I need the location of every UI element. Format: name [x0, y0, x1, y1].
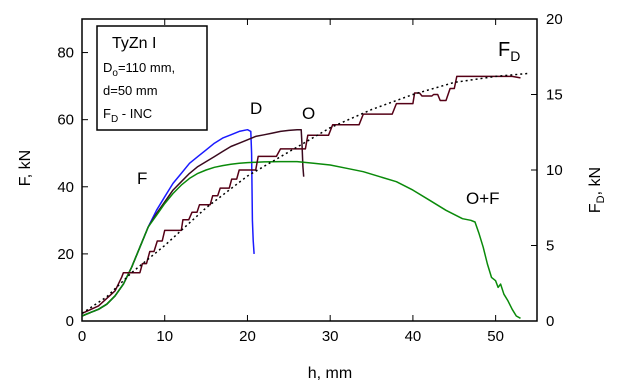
- legend-line-4-rest: - INC: [118, 106, 152, 121]
- svg-text:FD, kN: FD, kN: [587, 167, 607, 213]
- legend-line-2: Do=110 mm,: [103, 60, 175, 79]
- y-tick-label-right: 10: [546, 162, 563, 179]
- legend-box: TyZn I Do=110 mm, d=50 mm FD - INC: [96, 25, 208, 131]
- y-tick-label-left: 80: [57, 45, 74, 62]
- y-axis-label-left: F, kN: [17, 150, 34, 186]
- y-tick-label-right: 15: [546, 87, 563, 104]
- annotation-O-plus-F: O+F: [466, 189, 500, 208]
- annotation-O: O: [302, 104, 315, 123]
- series-line-o: [81, 128, 305, 317]
- y-axis-label-right-unit: , kN: [587, 167, 604, 195]
- x-axis-label: h, mm: [308, 365, 352, 382]
- y-tick-label-left: 20: [57, 246, 74, 263]
- x-tick-label: 20: [239, 328, 256, 345]
- y-tick-label-left: 60: [57, 112, 74, 129]
- y-axis-label-right-sub: D: [595, 195, 607, 203]
- x-tick-label: 10: [156, 328, 173, 345]
- legend-line-1: TyZn I: [112, 35, 156, 52]
- legend-line-2-sub: o: [112, 68, 118, 79]
- y-axis-label-right-main: F: [587, 203, 604, 213]
- annotation-FD-main: F: [498, 39, 510, 61]
- series-line-f-d: [81, 75, 521, 315]
- y-axis-label-right: FD, kN: [587, 167, 607, 213]
- x-tick-label: 40: [405, 328, 422, 345]
- y-tick-label-right: 20: [546, 11, 563, 28]
- y-tick-label-right: 0: [546, 313, 554, 330]
- annotation-D: D: [250, 99, 262, 118]
- legend-line-4-main: F: [103, 106, 111, 121]
- annotation-F: F: [137, 169, 147, 188]
- y-tick-label-left: 0: [66, 313, 74, 330]
- legend-line-4: FD - INC: [103, 106, 152, 125]
- series-layer: [81, 72, 529, 319]
- series-line-o-f: [81, 160, 521, 319]
- series-line-d: [81, 128, 255, 317]
- x-tick-label: 0: [78, 328, 86, 345]
- legend-line-2-main: D: [103, 60, 112, 75]
- legend-line-4-sub: D: [111, 114, 118, 125]
- x-tick-label: 30: [322, 328, 339, 345]
- ticks-layer: 0 10 20 30 40 50 0 20 40 60 80 0 5 10 15 20: [57, 11, 562, 345]
- legend-line-3: d=50 mm: [103, 83, 158, 98]
- legend-line-2-rest: =110 mm,: [118, 60, 175, 75]
- y-tick-label-left: 40: [57, 179, 74, 196]
- x-tick-label: 50: [487, 328, 504, 345]
- annotation-FD-sub: D: [510, 48, 520, 64]
- y-tick-label-right: 5: [546, 238, 554, 255]
- annotation-FD: FD: [498, 39, 520, 64]
